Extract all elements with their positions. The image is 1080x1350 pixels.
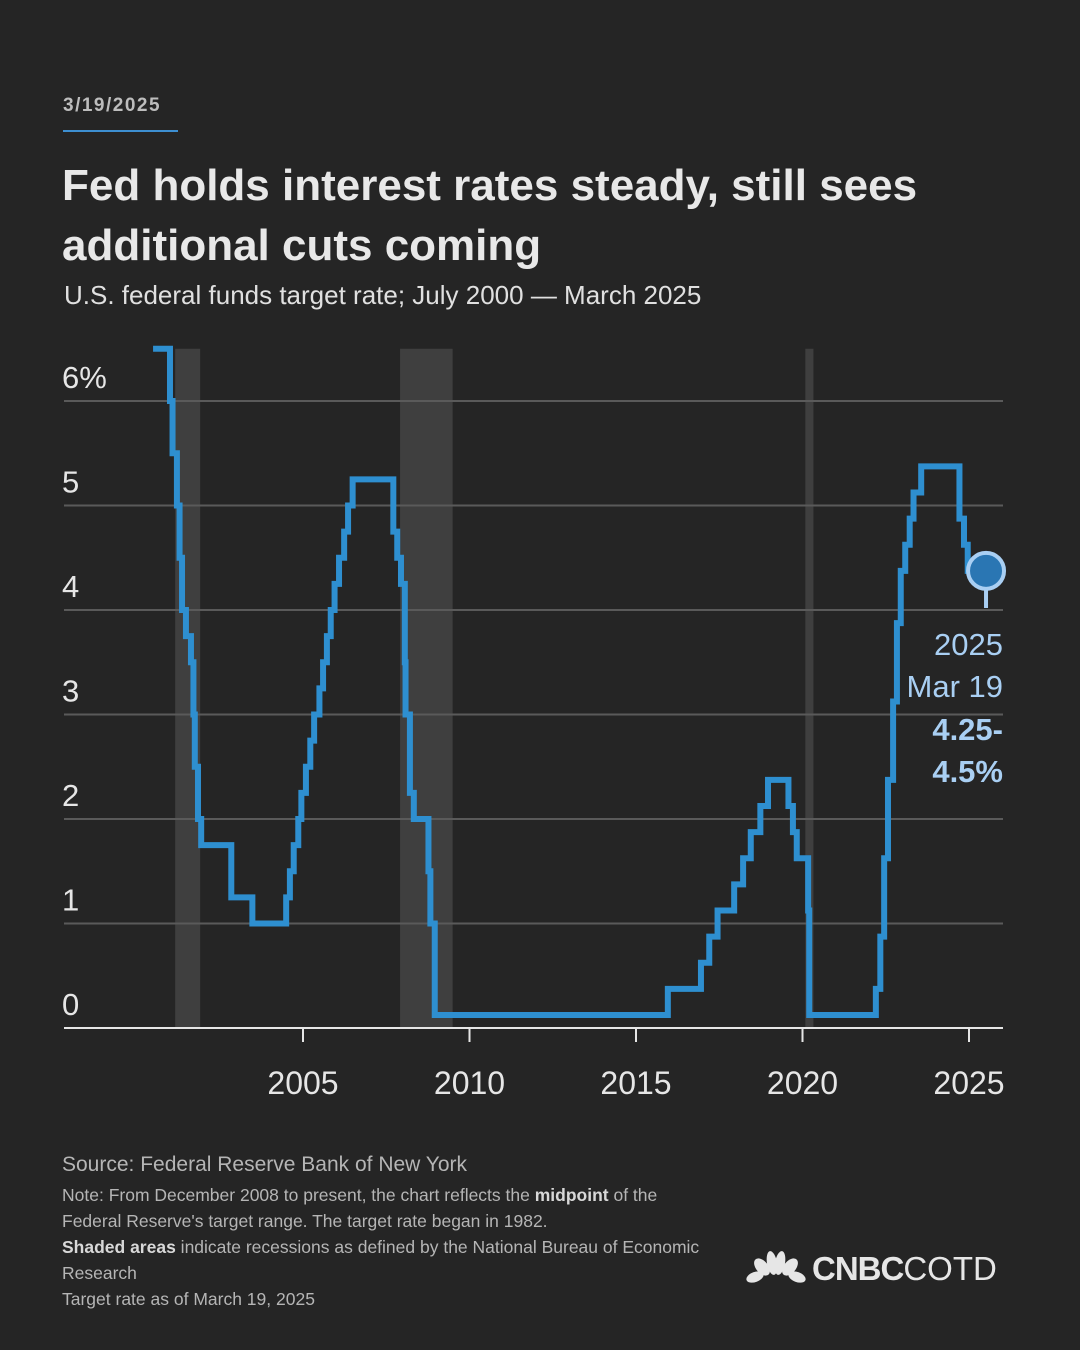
recession-band bbox=[805, 348, 814, 1028]
chart-subtitle: U.S. federal funds target rate; July 200… bbox=[64, 280, 702, 310]
headline: Fed holds interest rates steady, still s… bbox=[62, 161, 918, 270]
x-tick-label: 2010 bbox=[434, 1065, 505, 1101]
x-tick-label: 2025 bbox=[933, 1065, 1004, 1101]
cnbc-logo: CNBC COTD bbox=[746, 1250, 997, 1288]
x-tick-label: 2015 bbox=[600, 1065, 671, 1101]
y-tick-label: 2 bbox=[62, 778, 79, 813]
note-bold: midpoint bbox=[534, 1185, 609, 1205]
y-tick-label: 0 bbox=[62, 987, 79, 1022]
annotation-range-1: 4.25- bbox=[932, 712, 1003, 747]
annotation-date: Mar 19 bbox=[906, 669, 1003, 704]
publish-date: 3/19/2025 bbox=[63, 95, 162, 116]
note-text: indicate recessions as defined by the Na… bbox=[62, 1237, 700, 1283]
y-tick-label: 6% bbox=[62, 360, 107, 395]
y-tick-label: 4 bbox=[62, 569, 79, 604]
x-tick-label: 2020 bbox=[767, 1065, 838, 1101]
peacock-icon bbox=[746, 1251, 806, 1283]
annotation-year: 2025 bbox=[934, 627, 1003, 662]
annotation-marker bbox=[966, 550, 1007, 591]
x-tick-label: 2005 bbox=[267, 1065, 338, 1101]
note-bold: Shaded areas bbox=[62, 1237, 176, 1257]
note-text: of the Federal Reserve's target range. T… bbox=[62, 1185, 658, 1231]
y-tick-label: 5 bbox=[62, 465, 79, 500]
note-text: Target rate as of March 19, 2025 bbox=[62, 1289, 315, 1309]
note-text: Note: From December 2008 to present, the… bbox=[62, 1185, 535, 1205]
annotation-range-2: 4.5% bbox=[932, 754, 1003, 789]
date-underline bbox=[63, 130, 178, 132]
recession-band bbox=[400, 348, 453, 1028]
y-tick-label: 3 bbox=[62, 674, 79, 709]
rate-line bbox=[153, 345, 979, 1018]
note: Note: From December 2008 to present, the… bbox=[62, 1182, 712, 1312]
logo-brand: CNBC bbox=[812, 1250, 904, 1287]
logo-suffix: COTD bbox=[903, 1250, 997, 1287]
y-tick-label: 1 bbox=[62, 883, 79, 918]
source: Source: Federal Reserve Bank of New York bbox=[62, 1153, 468, 1176]
